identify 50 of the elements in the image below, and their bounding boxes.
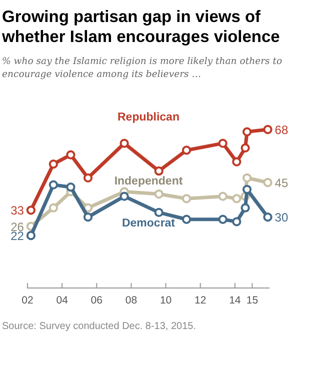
point: [218, 138, 228, 148]
point: [154, 189, 164, 199]
data-label: 68: [274, 123, 288, 137]
series-label: Republican: [118, 112, 180, 124]
point: [83, 173, 93, 182]
series-label: Democrat: [122, 218, 176, 230]
data-label: 33: [10, 204, 24, 218]
x-tick-label: 02: [22, 294, 34, 306]
point: [83, 212, 93, 222]
point: [182, 146, 192, 155]
point: [66, 150, 76, 160]
series-label: Independent: [114, 175, 183, 188]
x-tick-label: 06: [90, 294, 103, 306]
point: [263, 178, 272, 188]
point: [66, 182, 76, 192]
point: [240, 203, 250, 212]
point: [120, 138, 129, 148]
point: [242, 184, 252, 194]
x-tick-label: 10: [160, 294, 172, 306]
data-label: 45: [274, 176, 288, 190]
point: [48, 203, 58, 212]
point: [26, 206, 36, 215]
point: [182, 214, 192, 224]
chart-subtitle: % who say the Islamic religion is more likely than others to encourage violence among its believers …: [2, 56, 282, 80]
chart-title: Growing partisan gap in views of whether Islam encourages violence: [1, 8, 280, 46]
point: [48, 180, 58, 190]
x-tick-label: 08: [125, 294, 138, 306]
point: [218, 214, 228, 224]
point: [154, 166, 164, 176]
x-tick-label: 04: [56, 294, 68, 306]
point: [154, 208, 164, 218]
point: [240, 143, 250, 152]
source-note: Source: Survey conducted Dec. 8-13, 2015.: [2, 321, 196, 332]
point: [48, 160, 58, 169]
x-tick-label: 14: [229, 294, 241, 306]
point: [26, 230, 36, 240]
point: [120, 192, 129, 201]
point: [242, 127, 252, 136]
point: [83, 203, 93, 212]
point: [263, 212, 272, 222]
point: [232, 157, 242, 166]
point: [232, 194, 242, 204]
point: [242, 173, 252, 182]
data-label: 30: [274, 210, 288, 225]
point: [218, 192, 228, 201]
point: [182, 194, 192, 204]
point: [263, 124, 272, 134]
x-tick-label: 12: [194, 294, 206, 306]
point: [232, 217, 242, 226]
x-tick-label: 15: [246, 294, 258, 306]
